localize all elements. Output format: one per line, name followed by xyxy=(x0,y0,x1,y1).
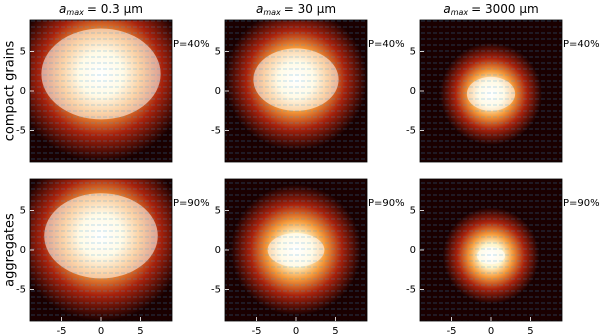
y-tick-label: 0 xyxy=(215,86,221,97)
y-tick-label: 0 xyxy=(20,86,26,97)
vector-field xyxy=(30,179,172,321)
title-text: = 3000 μm xyxy=(471,2,539,16)
vector-field xyxy=(420,20,562,162)
y-tick-label: 5 xyxy=(410,47,416,58)
y-tick-label: 0 xyxy=(410,245,416,256)
title-subscript: max xyxy=(66,8,84,17)
x-tick-label: 5 xyxy=(527,326,533,336)
vector-field xyxy=(225,20,367,162)
y-axis-label: compact grains xyxy=(3,40,18,141)
y-tick-label: 5 xyxy=(215,206,221,217)
x-tick-label: 5 xyxy=(332,326,338,336)
y-tick-label: 5 xyxy=(20,47,26,58)
annotation: P=40% xyxy=(368,39,405,50)
x-tick-label: -5 xyxy=(447,326,457,336)
title-symbol: a xyxy=(443,2,450,16)
title-symbol: a xyxy=(59,2,66,16)
y-tick-label: 0 xyxy=(20,245,26,256)
vector-field xyxy=(225,179,367,321)
x-tick-label: -5 xyxy=(252,326,262,336)
panel-title: amax = 0.3 μm xyxy=(59,2,143,17)
y-tick-label: 5 xyxy=(20,206,26,217)
title-symbol: a xyxy=(256,2,263,16)
title-text: = 0.3 μm xyxy=(87,2,143,16)
vector-field xyxy=(30,20,172,162)
y-tick-label: -5 xyxy=(406,125,416,136)
y-tick-label: -5 xyxy=(16,284,26,295)
x-tick-label: 0 xyxy=(293,326,299,336)
x-tick-label: 0 xyxy=(98,326,104,336)
annotation: P=40% xyxy=(173,39,210,50)
title-text: = 30 μm xyxy=(284,2,336,16)
y-tick-label: 0 xyxy=(410,86,416,97)
panel-title: amax = 30 μm xyxy=(256,2,336,17)
y-tick-label: 0 xyxy=(215,245,221,256)
annotation: P=90% xyxy=(563,198,600,209)
y-axis-label: aggregates xyxy=(3,213,18,287)
panel-title: amax = 3000 μm xyxy=(443,2,538,17)
y-tick-label: 5 xyxy=(410,206,416,217)
vector-field xyxy=(420,179,562,321)
x-tick-label: 0 xyxy=(488,326,494,336)
y-tick-label: -5 xyxy=(16,125,26,136)
y-tick-label: -5 xyxy=(211,125,221,136)
x-tick-label: -5 xyxy=(57,326,67,336)
y-tick-label: -5 xyxy=(406,284,416,295)
annotation: P=90% xyxy=(173,198,210,209)
title-subscript: max xyxy=(451,8,469,17)
annotation: P=90% xyxy=(368,198,405,209)
x-tick-label: 5 xyxy=(137,326,143,336)
annotation: P=40% xyxy=(563,39,600,50)
y-tick-label: -5 xyxy=(211,284,221,295)
y-tick-label: 5 xyxy=(215,47,221,58)
title-subscript: max xyxy=(263,8,281,17)
